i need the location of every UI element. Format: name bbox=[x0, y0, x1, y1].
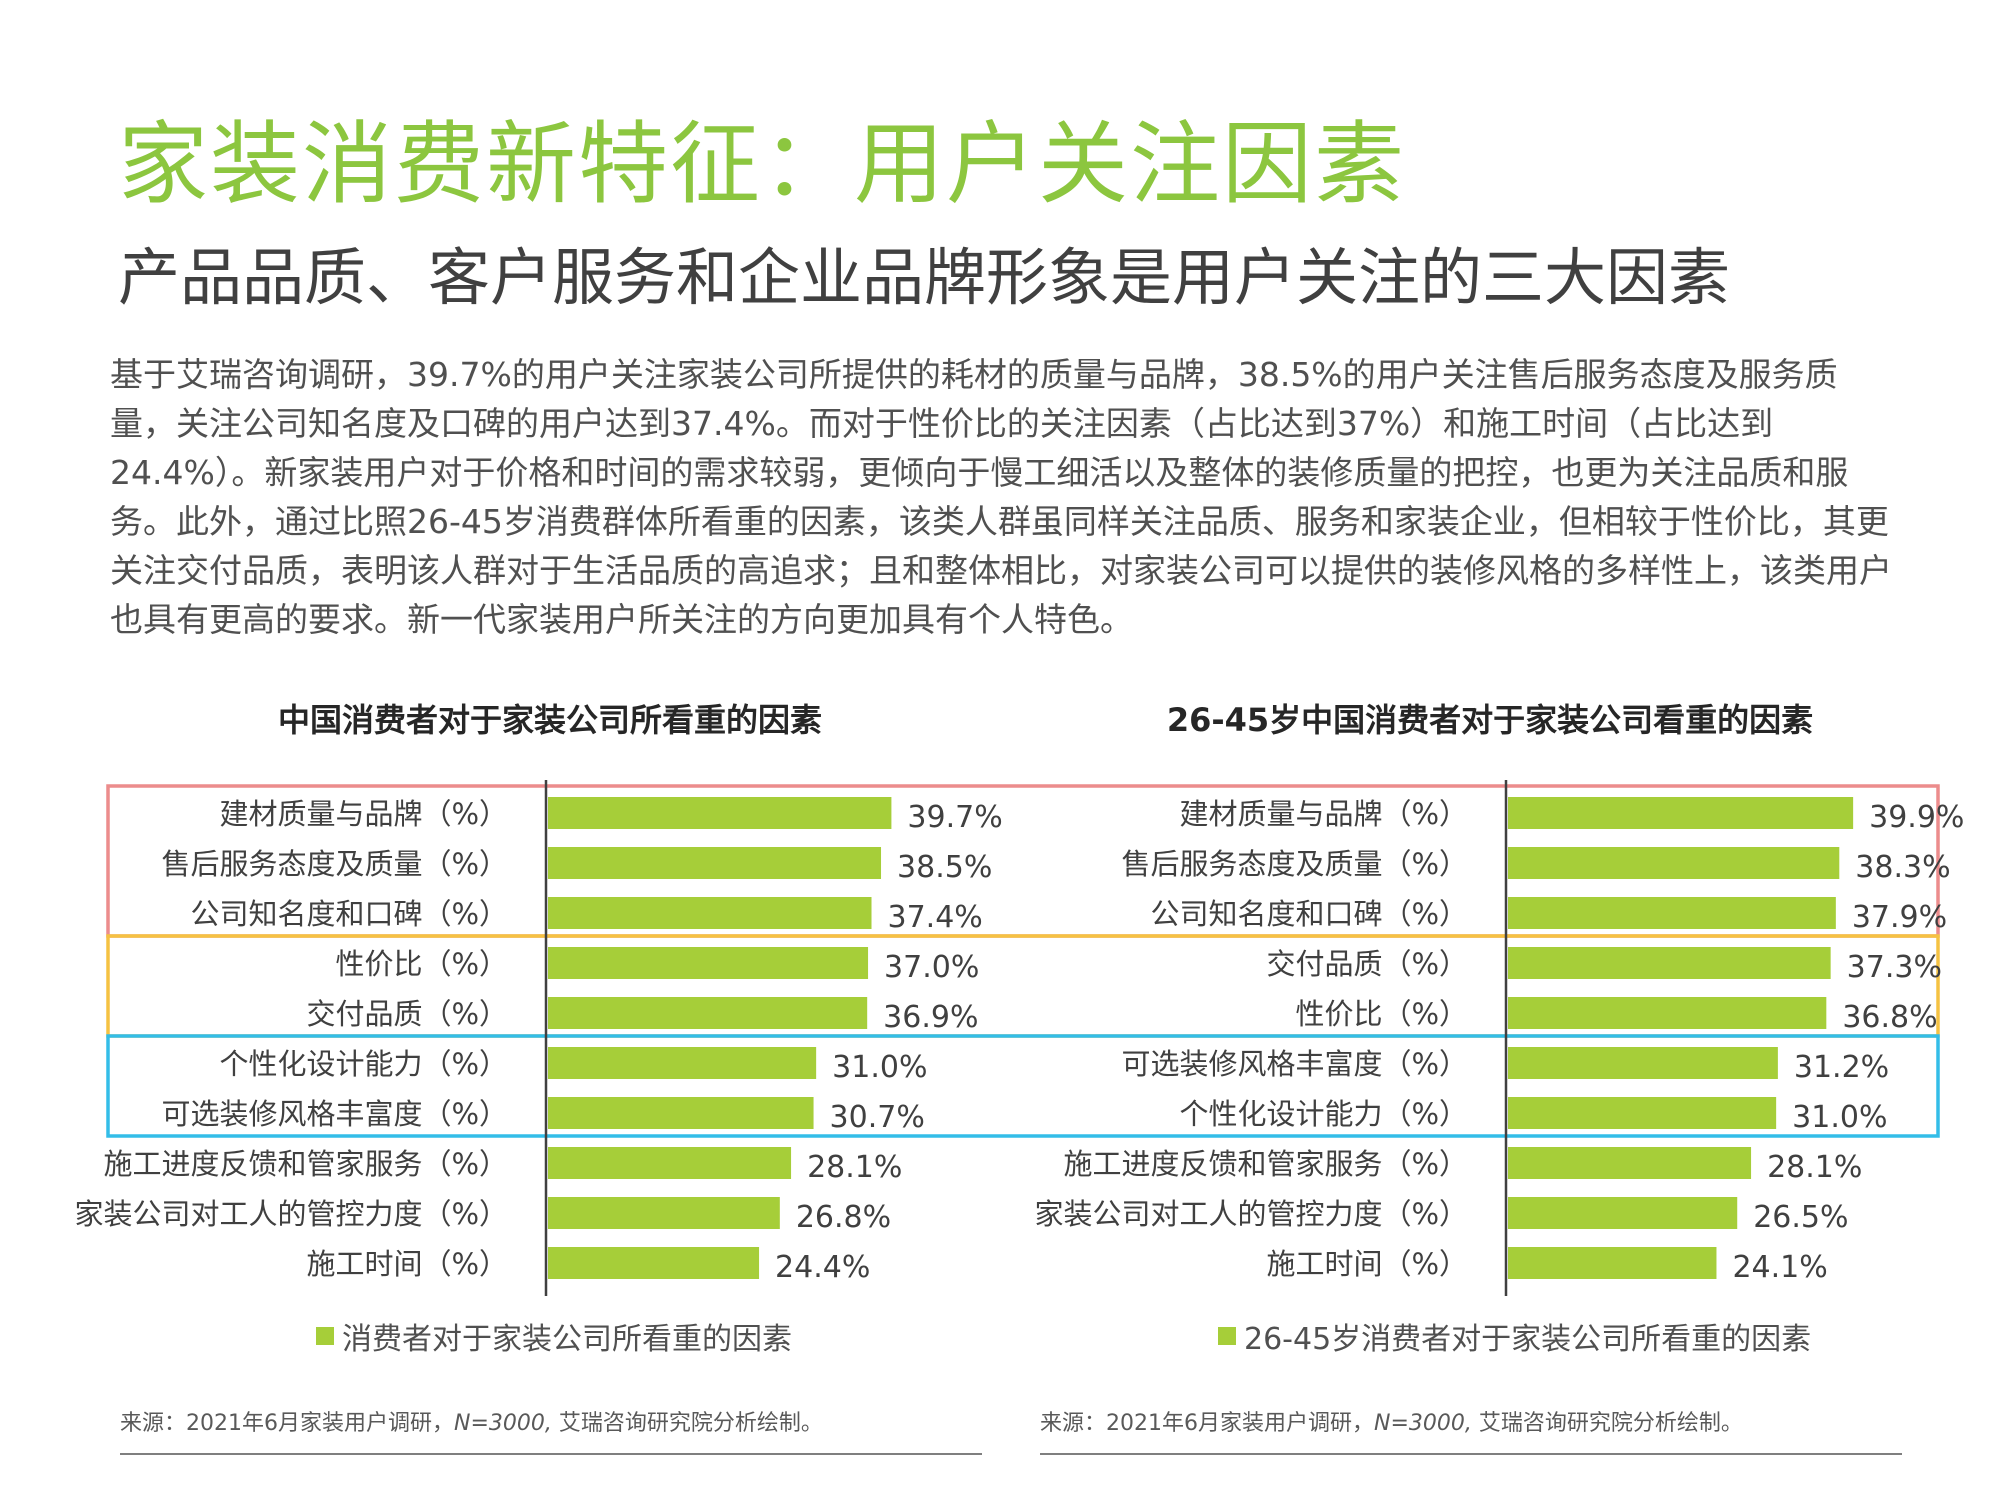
category-label: 公司知名度和口碑（%） bbox=[1150, 897, 1468, 931]
page-title: 家装消费新特征：用户关注因素 bbox=[118, 112, 1406, 217]
category-label: 可选装修风格丰富度（%） bbox=[1121, 1047, 1468, 1081]
source-note-26-45: 来源：2021年6月家装用户调研，N=3000, 艾瑞咨询研究院分析绘制。 bbox=[1040, 1405, 1743, 1437]
category-label: 个性化设计能力（%） bbox=[219, 1047, 508, 1081]
category-label: 施工进度反馈和管家服务（%） bbox=[1063, 1147, 1468, 1181]
chart-title-26-45: 26-45岁中国消费者对于家装公司看重的因素 bbox=[1166, 701, 1814, 739]
value-label: 24.1% bbox=[1732, 1250, 1827, 1285]
bar bbox=[1508, 947, 1831, 979]
source-prefix: 来源：2021年6月家装用户调研， bbox=[120, 1411, 454, 1436]
category-label: 交付品质（%） bbox=[1266, 947, 1468, 981]
bar bbox=[548, 1247, 760, 1279]
value-label: 37.9% bbox=[1852, 900, 1947, 935]
bar bbox=[1508, 897, 1836, 929]
category-label: 家装公司对工人的管控力度（%） bbox=[74, 1197, 508, 1231]
chart-title-overall: 中国消费者对于家装公司所看重的因素 bbox=[277, 701, 822, 739]
value-label: 36.9% bbox=[883, 1000, 978, 1035]
bar bbox=[548, 1047, 817, 1079]
bar bbox=[548, 1147, 792, 1179]
bar bbox=[548, 797, 892, 829]
legend-label: 消费者对于家装公司所看重的因素 bbox=[342, 1322, 792, 1357]
source-n: N=3000, bbox=[1374, 1411, 1472, 1436]
value-label: 38.3% bbox=[1855, 850, 1950, 885]
value-label: 31.0% bbox=[1792, 1100, 1887, 1135]
source-suffix: 艾瑞咨询研究院分析绘制。 bbox=[551, 1411, 823, 1436]
category-label: 建材质量与品牌（%） bbox=[1179, 797, 1468, 831]
value-label: 28.1% bbox=[807, 1150, 902, 1185]
body-paragraph: 基于艾瑞咨询调研，39.7%的用户关注家装公司所提供的耗材的质量与品牌，38.5… bbox=[110, 355, 1892, 639]
source-note-overall: 来源：2021年6月家装用户调研，N=3000, 艾瑞咨询研究院分析绘制。 bbox=[120, 1405, 823, 1437]
category-label: 可选装修风格丰富度（%） bbox=[161, 1097, 508, 1131]
bar bbox=[548, 897, 872, 929]
value-label: 31.2% bbox=[1794, 1050, 1889, 1085]
bar bbox=[548, 1197, 780, 1229]
bar bbox=[548, 1097, 814, 1129]
category-label: 家装公司对工人的管控力度（%） bbox=[1034, 1197, 1468, 1231]
bar bbox=[1508, 1197, 1738, 1229]
value-label: 31.0% bbox=[832, 1050, 927, 1085]
bar bbox=[1508, 1147, 1752, 1179]
bar bbox=[548, 847, 882, 879]
category-label: 施工进度反馈和管家服务（%） bbox=[103, 1147, 508, 1181]
value-label: 37.4% bbox=[888, 900, 983, 935]
value-label: 36.8% bbox=[1842, 1000, 1937, 1035]
value-label: 39.7% bbox=[907, 800, 1002, 835]
value-label: 38.5% bbox=[897, 850, 992, 885]
category-label: 施工时间（%） bbox=[306, 1247, 508, 1281]
bar bbox=[1508, 997, 1827, 1029]
value-label: 26.5% bbox=[1753, 1200, 1848, 1235]
value-label: 37.3% bbox=[1847, 950, 1942, 985]
category-label: 售后服务态度及质量（%） bbox=[161, 847, 508, 881]
bar bbox=[1508, 1097, 1777, 1129]
value-label: 26.8% bbox=[796, 1200, 891, 1235]
page-subtitle: 产品品质、客户服务和企业品牌形象是用户关注的三大因素 bbox=[118, 241, 1731, 314]
highlight-box-blue bbox=[106, 1034, 1940, 1138]
legend-overall: 消费者对于家装公司所看重的因素 bbox=[316, 1316, 792, 1357]
bar bbox=[1508, 1047, 1778, 1079]
legend-label: 26-45岁消费者对于家装公司所看重的因素 bbox=[1244, 1322, 1812, 1357]
category-label: 售后服务态度及质量（%） bbox=[1121, 847, 1468, 881]
bar bbox=[548, 997, 868, 1029]
source-n: N=3000, bbox=[454, 1411, 552, 1436]
bar bbox=[1508, 847, 1840, 879]
legend-26-45: 26-45岁消费者对于家装公司所看重的因素 bbox=[1218, 1316, 1812, 1357]
divider-line bbox=[1040, 1453, 1902, 1455]
category-label: 建材质量与品牌（%） bbox=[219, 797, 508, 831]
value-label: 39.9% bbox=[1869, 800, 1964, 835]
value-label: 28.1% bbox=[1767, 1150, 1862, 1185]
source-suffix: 艾瑞咨询研究院分析绘制。 bbox=[1471, 1411, 1743, 1436]
legend-swatch bbox=[1218, 1327, 1236, 1345]
category-label: 性价比（%） bbox=[1295, 997, 1468, 1031]
source-prefix: 来源：2021年6月家装用户调研， bbox=[1040, 1411, 1374, 1436]
bar bbox=[1508, 797, 1854, 829]
value-label: 30.7% bbox=[830, 1100, 925, 1135]
legend-swatch bbox=[316, 1327, 334, 1345]
category-label: 公司知名度和口碑（%） bbox=[190, 897, 508, 931]
value-label: 37.0% bbox=[884, 950, 979, 985]
divider-line bbox=[120, 1453, 982, 1455]
category-label: 个性化设计能力（%） bbox=[1179, 1097, 1468, 1131]
category-label: 性价比（%） bbox=[335, 947, 508, 981]
category-label: 施工时间（%） bbox=[1266, 1247, 1468, 1281]
category-label: 交付品质（%） bbox=[306, 997, 508, 1031]
value-label: 24.4% bbox=[775, 1250, 870, 1285]
bar bbox=[1508, 1247, 1717, 1279]
bar bbox=[548, 947, 869, 979]
